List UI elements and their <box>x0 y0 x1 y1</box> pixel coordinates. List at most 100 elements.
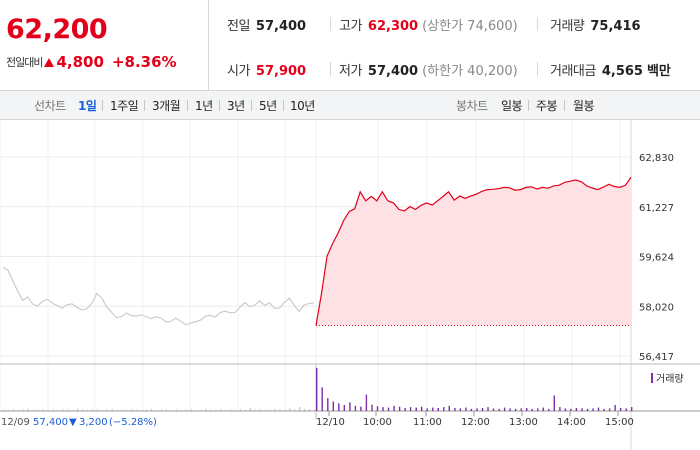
prev-day-series <box>2 267 315 326</box>
tab-weekly-candle[interactable]: 주봉 <box>536 99 558 113</box>
stat-high-label: 고가 <box>339 19 362 34</box>
stat-high-value: 62,300 <box>367 19 419 34</box>
volume-bar <box>537 408 539 411</box>
tab-1day[interactable]: 1일 <box>78 99 97 113</box>
volume-bar <box>111 409 113 411</box>
volume-bar <box>409 407 412 411</box>
volume-bar <box>185 409 187 411</box>
volume-bar <box>200 409 202 411</box>
volume-bar <box>597 407 600 411</box>
volume-bar <box>156 410 157 411</box>
tab-monthly-candle[interactable]: 월봉 <box>573 99 595 113</box>
volume-bar <box>57 410 59 411</box>
volume-bar <box>264 410 266 411</box>
volume-bar <box>12 409 14 411</box>
volume-bar <box>279 409 281 411</box>
tab-3months[interactable]: 3개월 <box>152 99 181 113</box>
volume-bar <box>136 409 138 411</box>
change-value: 4,800 <box>56 53 104 71</box>
volume-bar <box>581 408 583 411</box>
volume-bar <box>459 408 462 411</box>
tab-10years[interactable]: 10년 <box>290 99 315 113</box>
volume-bar <box>526 408 528 411</box>
tab-1year[interactable]: 1년 <box>195 99 213 113</box>
y-tick-label: 56,417 <box>639 352 674 363</box>
tab-daily-candle[interactable]: 일봉 <box>501 99 523 113</box>
volume-bar <box>42 409 44 411</box>
volume-bar <box>215 409 217 411</box>
price-summary-header: 62,200 전일대비 4,800 +8.36% 전일 57,400 고가 62,3… <box>0 0 700 91</box>
volume-bar <box>321 387 323 412</box>
y-tick-label: 59,624 <box>639 253 674 264</box>
volume-bar <box>165 409 167 411</box>
divider <box>187 100 188 111</box>
volume-bar <box>503 407 506 411</box>
stat-amount-value: 4,565 <box>601 64 643 79</box>
volume-bar <box>437 408 439 411</box>
chart-period-tabs: 선차트 1일 1주일 3개월 1년 3년 5년 10년 봉차트 일봉 주봉 월봉 <box>0 91 700 120</box>
prev-day-line <box>2 267 315 326</box>
divider <box>144 100 145 111</box>
today-area-fill <box>316 177 631 326</box>
stat-low-label: 저가 <box>339 64 362 79</box>
volume-bar <box>393 405 395 411</box>
prev-down-triangle-icon: ▼ <box>69 417 77 428</box>
volume-bar <box>548 408 550 411</box>
volume-bar <box>259 409 261 411</box>
volume-bar <box>443 407 445 411</box>
divider <box>219 100 220 111</box>
volume-bar <box>47 410 49 411</box>
volume-bar <box>230 409 232 411</box>
volume-bar <box>542 407 544 411</box>
volume-bar <box>316 368 318 411</box>
stat-prev-value: 57,400 <box>255 19 307 34</box>
volume-bar <box>465 407 467 411</box>
volume-bar <box>314 409 315 411</box>
x-axis-ticks: 12/09 12/10 10:00 11:00 12:00 13:00 14:00 15:00 <box>1 411 634 428</box>
volume-bar <box>487 407 489 411</box>
volume-bar <box>454 408 456 411</box>
volume-bar <box>338 403 340 411</box>
y-tick-label: 58,020 <box>639 302 674 313</box>
tab-5years[interactable]: 5년 <box>259 99 277 113</box>
volume-bar <box>86 410 88 411</box>
tab-3years[interactable]: 3년 <box>227 99 245 113</box>
volume-bar <box>175 409 177 411</box>
volume-bar <box>131 409 133 411</box>
volume-bar <box>332 401 334 411</box>
volume-bar <box>432 407 434 411</box>
prev-change-value: 3,200 <box>79 417 108 428</box>
volume-bar <box>349 402 351 411</box>
stat-open: 시가 57,900 <box>227 60 306 79</box>
volume-bar <box>448 405 450 411</box>
divider <box>283 100 284 111</box>
volume-bar <box>106 409 108 411</box>
volume-bar <box>96 409 98 411</box>
x-tick-label: 13:00 <box>509 417 538 428</box>
volume-bar <box>553 395 555 411</box>
volume-bar <box>309 409 311 411</box>
volume-bar <box>327 398 329 411</box>
volume-bar <box>146 409 148 411</box>
x-tick-label: 14:00 <box>557 417 586 428</box>
tab-1week[interactable]: 1주일 <box>110 99 139 113</box>
volume-bar <box>382 407 384 411</box>
volume-bar <box>269 409 271 411</box>
volume-bar <box>289 408 291 411</box>
stat-lower-limit: (하한가 40,200) <box>422 64 518 79</box>
volume-legend-marker <box>651 373 653 383</box>
stat-amount-unit: 백만 <box>646 64 671 79</box>
intraday-price-chart: 62,830 61,227 59,624 58,020 56,417 12/09 12/1… <box>0 120 700 450</box>
x-tick-label: 15:00 <box>605 417 634 428</box>
volume-bar <box>575 408 578 411</box>
volume-bar <box>91 409 93 411</box>
x-tick-label: 11:00 <box>413 417 442 428</box>
volume-bar <box>77 408 78 411</box>
volume-bar <box>294 409 296 411</box>
stat-amount-label: 거래대금 <box>550 64 596 79</box>
volume-bar <box>205 408 207 411</box>
volume-bar <box>274 408 276 411</box>
volume-bar <box>570 408 572 411</box>
volume-bar <box>82 409 83 411</box>
